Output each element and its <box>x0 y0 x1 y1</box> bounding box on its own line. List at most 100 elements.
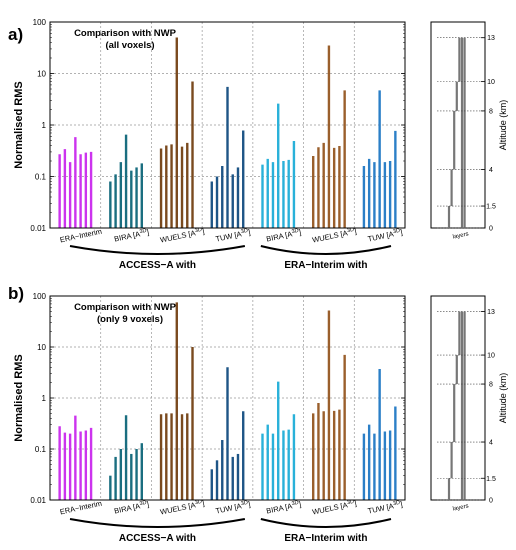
altitude-tick-label: 8 <box>489 382 493 389</box>
altitude-tick-label: 10 <box>487 79 495 86</box>
group-label-close: ] <box>353 498 357 507</box>
y-axis-label: Normalised RMS <box>13 354 25 441</box>
group-label-text: TUW [A <box>215 229 243 243</box>
group-label-text: WUELS [A <box>311 228 348 244</box>
group-label-text: BIRA [A <box>265 229 293 243</box>
plot-frame <box>49 295 406 501</box>
group-label-superscript: 3D <box>240 228 248 235</box>
group-label-close: ] <box>399 227 403 236</box>
inset-frame <box>430 21 486 229</box>
brace-arc <box>260 245 392 255</box>
group-label-superscript: 3D <box>393 228 401 235</box>
y-tick-label: 100 <box>33 292 47 301</box>
altitude-tick-label: 1.5 <box>486 204 496 211</box>
altitude-tick-label: 0 <box>489 498 493 505</box>
group-label-close: ] <box>247 499 251 508</box>
group-label: WUELS [A3D] <box>311 226 357 244</box>
y-tick-label: 1 <box>42 121 47 130</box>
altitude-tick-label: 13 <box>487 35 495 42</box>
group-label-text: ERA−Interim <box>59 499 103 517</box>
group-label-text: BIRA [A <box>113 229 141 243</box>
group-label-superscript: 3D <box>347 499 355 506</box>
altitude-inset-b: 0 1.5 4 8 10 13 Altitude (km) layers <box>430 295 508 513</box>
super-label: ACCESS−A with <box>119 533 196 544</box>
altitude-tick-label: 8 <box>489 108 493 115</box>
super-label: ERA−Interim with <box>284 260 367 271</box>
group-label: ERA−Interim <box>59 227 103 245</box>
panel-b: b) 0.01 0.1 1 10 100 Normalised RMS ERA−Interim… <box>8 284 406 544</box>
brace-arc <box>69 518 246 528</box>
y-tick-label: 100 <box>33 18 47 27</box>
altitude-tick-label: 13 <box>487 309 495 316</box>
y-tick-label: 0.01 <box>30 224 46 233</box>
group-label-superscript: 3D <box>291 500 299 507</box>
group-label-superscript: 3D <box>139 228 147 235</box>
y-tick-label: 1 <box>42 394 47 403</box>
group-label-close: ] <box>146 499 150 508</box>
y-tick-label: 10 <box>37 70 46 79</box>
altitude-tick-label: 4 <box>489 440 493 447</box>
group-label-close: ] <box>298 499 302 508</box>
altitude-tick-label: 10 <box>487 353 495 360</box>
group-label-close: ] <box>247 227 251 236</box>
group-label-text: TUW [A <box>367 229 395 243</box>
altitude-axis-label: Altitude (km) <box>498 100 508 151</box>
group-label-text: BIRA [A <box>265 501 293 515</box>
group-label-superscript: 3D <box>194 499 202 506</box>
group-label-text: ERA−Interim <box>59 227 103 245</box>
group-label: WUELS [A3D] <box>159 226 205 244</box>
altitude-axis-label: Altitude (km) <box>498 373 508 424</box>
annotation-line-2: (all voxels) <box>105 40 154 51</box>
plot-frame <box>49 21 406 229</box>
panel-letter: b) <box>8 284 24 303</box>
group-label: BIRA [A3D] <box>265 227 301 243</box>
group-label-close: ] <box>201 498 205 507</box>
annotation-line-1: Comparison with NWP <box>74 302 177 313</box>
y-tick-label: 0.01 <box>30 496 46 505</box>
group-label-text: WUELS [A <box>311 500 348 516</box>
layers-label: layers <box>452 231 469 240</box>
group-label-superscript: 3D <box>139 500 147 507</box>
group-label: TUW [A3D] <box>367 227 403 243</box>
inset-frame <box>430 295 486 501</box>
altitude-tick-label: 4 <box>489 167 493 174</box>
annotation-line-2: (only 9 voxels) <box>97 314 163 325</box>
group-label: ERA−Interim <box>59 499 103 517</box>
group-label: WUELS [A3D] <box>159 498 205 516</box>
annotation-line-1: Comparison with NWP <box>74 28 177 39</box>
altitude-tick-label: 0 <box>489 226 493 233</box>
group-label-close: ] <box>399 499 403 508</box>
panel-letter: a) <box>8 25 23 44</box>
group-label-close: ] <box>298 227 302 236</box>
layers-label: layers <box>452 503 469 512</box>
group-label: TUW [A3D] <box>215 499 251 515</box>
group-label-text: WUELS [A <box>159 228 196 244</box>
altitude-inset-a: 0 1.5 4 8 10 13 Altitude (km) layers <box>430 21 508 241</box>
brace-arc <box>69 245 246 255</box>
group-label: TUW [A3D] <box>367 499 403 515</box>
y-tick-label: 0.1 <box>35 445 47 454</box>
group-label-text: TUW [A <box>367 501 395 515</box>
group-label-superscript: 3D <box>194 227 202 234</box>
panel-a: a) 0.01 0.1 1 10 100 Normalised RMS ERA−Interim… <box>8 18 406 271</box>
y-axis-label: Normalised RMS <box>13 81 25 168</box>
y-tick-label: 10 <box>37 343 46 352</box>
super-label: ERA−Interim with <box>284 533 367 544</box>
group-label: BIRA [A3D] <box>113 227 149 243</box>
group-label-close: ] <box>201 226 205 235</box>
group-label: BIRA [A3D] <box>265 499 301 515</box>
group-label-superscript: 3D <box>347 227 355 234</box>
group-label-superscript: 3D <box>240 500 248 507</box>
super-label: ACCESS−A with <box>119 260 196 271</box>
y-tick-label: 0.1 <box>35 173 47 182</box>
group-label-close: ] <box>353 226 357 235</box>
brace-arc <box>260 518 392 528</box>
group-label-close: ] <box>146 227 150 236</box>
group-label: BIRA [A3D] <box>113 499 149 515</box>
group-label-text: BIRA [A <box>113 501 141 515</box>
group-label: TUW [A3D] <box>215 227 251 243</box>
group-label-superscript: 3D <box>291 228 299 235</box>
group-label-superscript: 3D <box>393 500 401 507</box>
altitude-tick-label: 1.5 <box>486 476 496 483</box>
